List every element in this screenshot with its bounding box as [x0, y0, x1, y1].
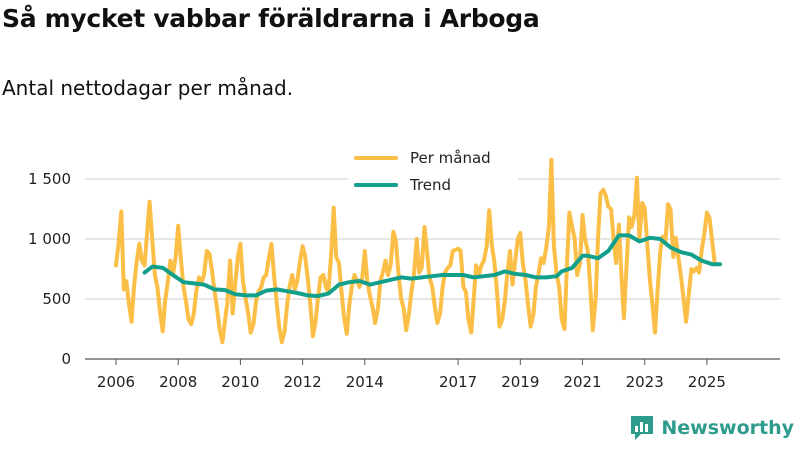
y-tick-label-1500: 1 500: [28, 170, 71, 188]
x-tick-label-2023: 2023: [626, 373, 664, 391]
y-tick-label-0: 0: [61, 350, 71, 368]
legend: Per månad Trend: [348, 146, 518, 201]
newsworthy-logo-icon: [631, 416, 654, 440]
x-tick-label-2008: 2008: [159, 373, 197, 391]
x-tick-label-2010: 2010: [221, 373, 259, 391]
legend-label-trend: Trend: [409, 176, 451, 194]
y-tick-label-1000: 1 000: [28, 230, 71, 248]
x-tick-label-2012: 2012: [284, 373, 322, 391]
chart-subtitle: Antal nettodagar per månad.: [2, 76, 294, 100]
x-tick-label-2021: 2021: [563, 373, 601, 391]
series-line-trend: [142, 233, 722, 298]
chart-title: Så mycket vabbar föräldrarna i Arboga: [2, 4, 540, 33]
y-tick-label-500: 500: [42, 290, 71, 308]
legend-background: [348, 146, 518, 201]
x-tick-label-2017: 2017: [439, 373, 477, 391]
x-tick-label-2025: 2025: [688, 373, 726, 391]
legend-label-monthly: Per månad: [410, 149, 491, 167]
brand-logo: Newsworthy: [629, 414, 794, 442]
brand-name: Newsworthy: [661, 417, 794, 439]
x-tick-label-2014: 2014: [346, 373, 384, 391]
series-line-monthly: [114, 157, 717, 345]
series-layer: [114, 157, 722, 345]
x-tick-label-2006: 2006: [97, 373, 135, 391]
x-tick-label-2019: 2019: [501, 373, 539, 391]
axis-layer: 0 500 1 000 1 500 2006 2008 2010 2012 2014 2017 20…: [28, 170, 780, 391]
